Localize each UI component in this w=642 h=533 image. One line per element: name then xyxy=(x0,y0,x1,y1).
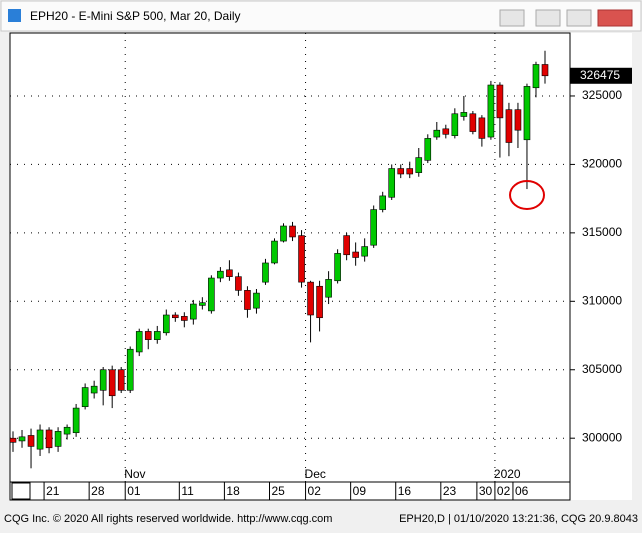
x-tick-label: 09 xyxy=(353,484,367,498)
candle-body xyxy=(244,290,251,310)
candle-body xyxy=(271,240,278,264)
candle-body xyxy=(81,387,89,408)
candle-body xyxy=(397,168,405,175)
candle-body xyxy=(487,84,495,138)
x-tick-label: 28 xyxy=(91,484,105,498)
x-tick-label: 02 xyxy=(308,484,322,498)
corner-box xyxy=(11,482,31,500)
candle-body xyxy=(18,436,26,442)
candle-body xyxy=(361,246,368,257)
highlight-circle xyxy=(509,180,545,210)
candle-body xyxy=(126,348,134,391)
candle-body xyxy=(334,253,341,282)
candle-body xyxy=(514,109,522,131)
minimize-button[interactable] xyxy=(535,9,561,27)
candle-body xyxy=(406,168,414,175)
x-tick-label: 02 xyxy=(497,484,511,498)
x-tick-label: 23 xyxy=(443,484,457,498)
candle-body xyxy=(190,303,197,320)
candle-body xyxy=(541,64,549,77)
last-price-label: 326475 xyxy=(580,68,620,82)
y-tick-label: 310000 xyxy=(582,293,622,307)
candle-body xyxy=(280,225,287,242)
month-label: Nov xyxy=(124,467,145,481)
candle-body xyxy=(217,270,224,279)
candle-body xyxy=(99,369,107,391)
candle-body xyxy=(262,262,269,283)
y-tick-label: 305000 xyxy=(582,362,622,376)
date-axis-frame xyxy=(9,481,571,501)
link-button[interactable] xyxy=(499,9,525,27)
candle-body xyxy=(45,429,53,449)
last-price-box xyxy=(570,67,632,84)
candle-body xyxy=(208,277,215,312)
candle-body xyxy=(496,84,504,119)
candle-body xyxy=(27,435,35,447)
candle-body xyxy=(108,369,116,397)
candle-body xyxy=(90,385,98,394)
month-label: 2020 xyxy=(494,467,521,481)
candle-body xyxy=(9,437,17,443)
candle-body xyxy=(451,113,459,136)
app-icon xyxy=(8,9,21,22)
month-label: Dec xyxy=(305,467,326,481)
x-tick-label: 11 xyxy=(181,484,194,498)
candle-body xyxy=(442,128,450,135)
x-tick-label: 30 xyxy=(479,484,493,498)
footer-left: CQG Inc. © 2020 All rights reserved worl… xyxy=(4,513,332,525)
title-bar xyxy=(0,0,642,32)
y-tick-label: 315000 xyxy=(582,225,622,239)
candle-body xyxy=(415,157,423,173)
candle-body xyxy=(162,314,170,334)
candle-body xyxy=(226,269,233,277)
candle-body xyxy=(505,109,513,143)
candle-body xyxy=(352,251,359,258)
x-tick-label: 18 xyxy=(226,484,240,498)
candle-body xyxy=(117,369,125,391)
candle-body xyxy=(144,331,152,340)
maximize-button[interactable] xyxy=(566,9,592,27)
candle-body xyxy=(325,279,332,298)
x-tick-label: 16 xyxy=(398,484,412,498)
candle-body xyxy=(54,431,62,447)
candle-body xyxy=(298,235,305,283)
candle-body xyxy=(153,331,161,340)
candle-body xyxy=(235,276,242,291)
close-button[interactable] xyxy=(597,9,633,27)
candle-body xyxy=(523,86,531,141)
candle-body xyxy=(181,316,188,321)
candle-body xyxy=(135,331,143,353)
candle-body xyxy=(289,225,296,238)
candle-body xyxy=(36,429,44,450)
candle-body xyxy=(63,426,71,435)
candle-body xyxy=(433,129,441,138)
footer-right: EPH20,D | 01/10/2020 13:21:36, CQG 20.9.… xyxy=(399,513,638,525)
candle-body xyxy=(370,209,377,246)
y-tick-label: 325000 xyxy=(582,88,622,102)
candle-body xyxy=(460,112,468,117)
x-tick-label: 01 xyxy=(127,484,141,498)
window-title: EPH20 - E-Mini S&P 500, Mar 20, Daily xyxy=(30,9,241,23)
x-tick-label: 06 xyxy=(515,484,529,498)
candle-body xyxy=(388,168,396,198)
candle-body xyxy=(424,138,432,161)
candle-body xyxy=(478,117,486,139)
candle-body xyxy=(379,195,386,210)
x-tick-label: 21 xyxy=(46,484,60,498)
candle-body xyxy=(469,113,477,132)
candle-body xyxy=(307,281,314,316)
candle-body xyxy=(253,292,260,309)
candle-body xyxy=(532,64,540,89)
candle-body xyxy=(72,407,80,434)
chart-area xyxy=(10,33,632,500)
x-tick-label: 25 xyxy=(271,484,285,498)
candle-body xyxy=(316,285,323,319)
candle-body xyxy=(343,235,350,256)
y-tick-label: 300000 xyxy=(582,430,622,444)
candle-body xyxy=(199,302,206,306)
candle-body xyxy=(172,314,179,319)
y-tick-label: 320000 xyxy=(582,157,622,171)
